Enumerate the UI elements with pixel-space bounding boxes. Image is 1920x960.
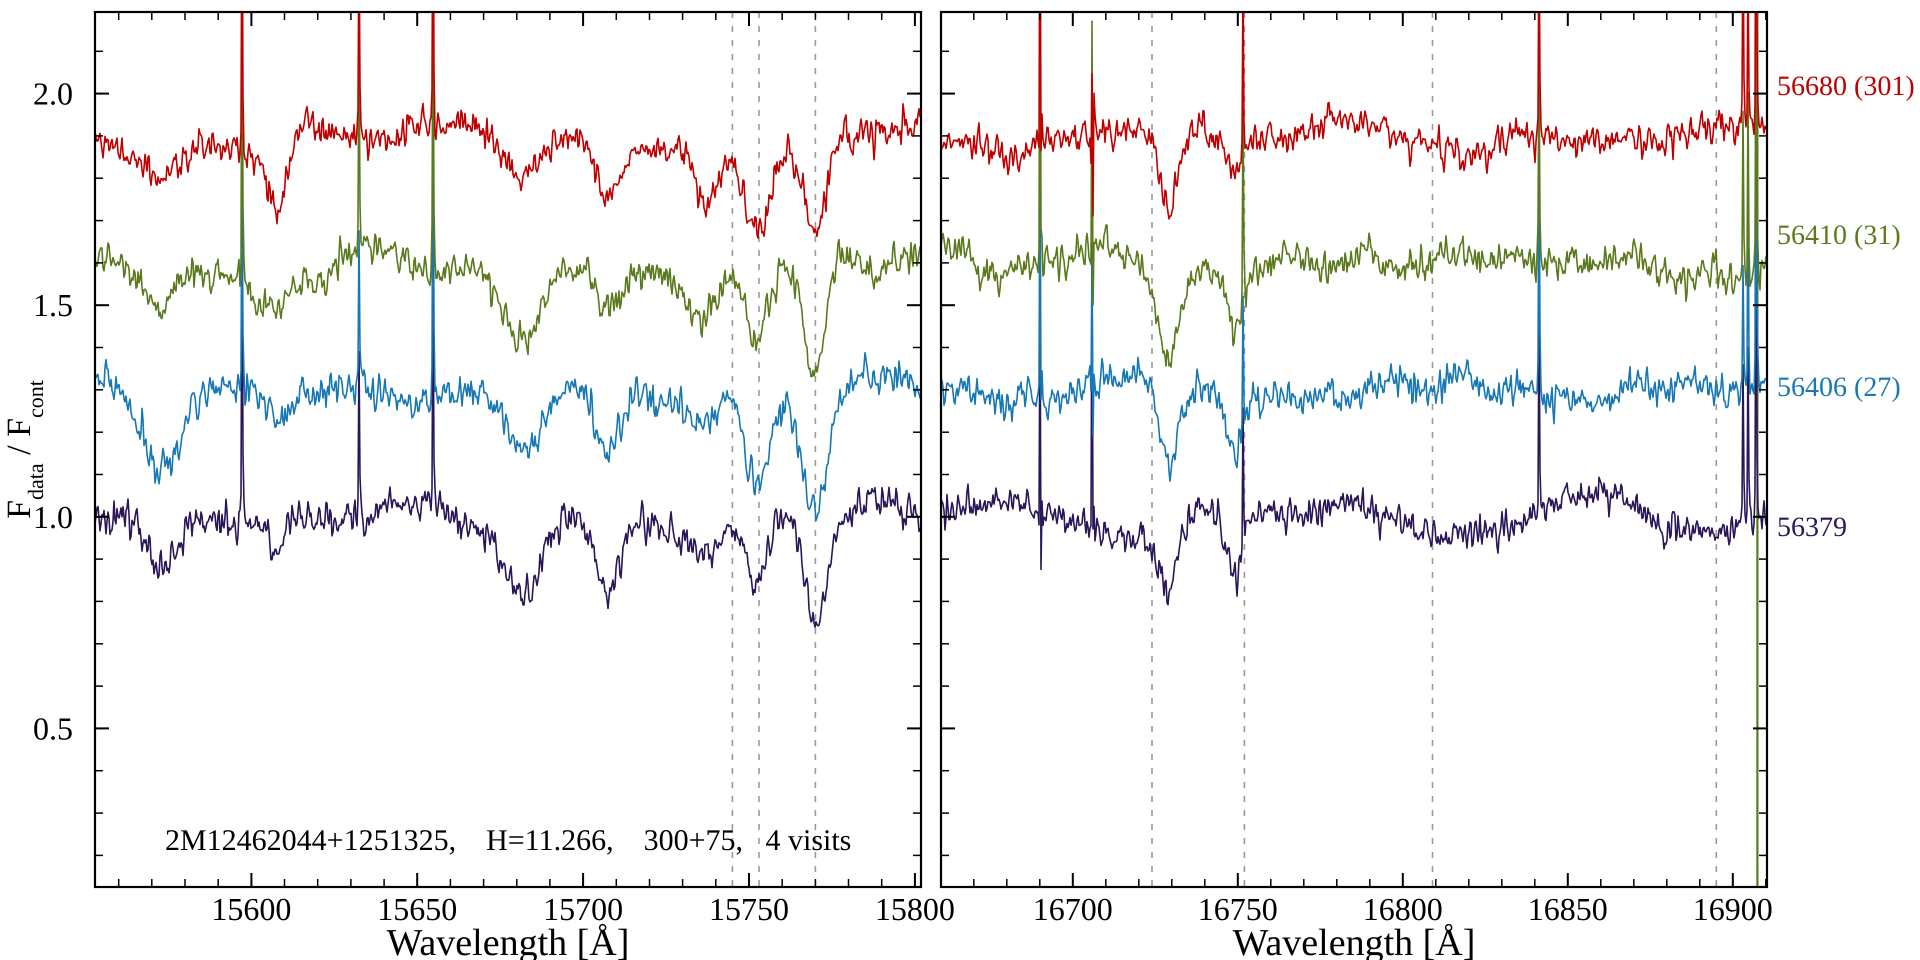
- svg-text:15600: 15600: [211, 891, 291, 927]
- svg-text:15800: 15800: [875, 891, 955, 927]
- svg-text:16700: 16700: [1033, 891, 1113, 927]
- svg-text:1.5: 1.5: [33, 287, 73, 323]
- svg-text:2M12462044+1251325, H=11.26: 2M12462044+1251325, H=11.266, 300+75, 4 …: [165, 824, 851, 857]
- svg-text:15750: 15750: [709, 891, 789, 927]
- svg-text:16850: 16850: [1528, 891, 1608, 927]
- svg-text:Fdata / Fcont: Fdata / Fcont: [1, 380, 48, 519]
- svg-text:Wavelength [Å]: Wavelength [Å]: [1233, 922, 1476, 960]
- svg-text:16900: 16900: [1693, 891, 1773, 927]
- svg-text:2.0: 2.0: [33, 76, 73, 112]
- svg-text:56379: 56379: [1777, 512, 1847, 543]
- svg-text:0.5: 0.5: [33, 710, 73, 746]
- svg-text:56406 (27): 56406 (27): [1777, 372, 1901, 403]
- svg-text:56680 (301): 56680 (301): [1777, 71, 1915, 102]
- svg-text:Wavelength [Å]: Wavelength [Å]: [387, 922, 630, 960]
- svg-text:1.0: 1.0: [33, 499, 73, 535]
- svg-text:56410 (31): 56410 (31): [1777, 220, 1901, 251]
